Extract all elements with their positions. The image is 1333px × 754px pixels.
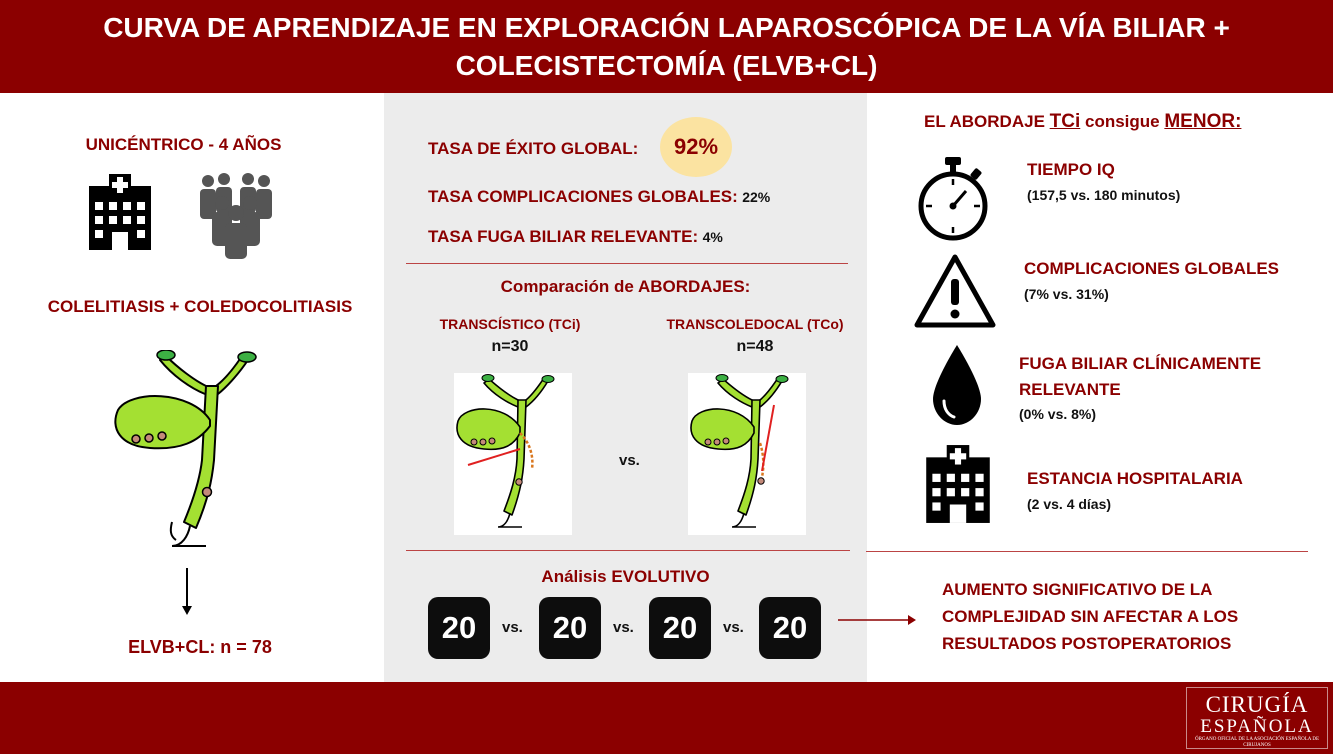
tco-approach-diagram xyxy=(688,373,806,535)
divider xyxy=(866,551,1308,552)
complications-rate-value: 22% xyxy=(742,189,771,205)
group-count-badge: 20 xyxy=(759,597,821,659)
divider xyxy=(406,263,848,264)
group-people-icon xyxy=(200,173,272,259)
group-count-badge: 20 xyxy=(428,597,490,659)
right-heading: EL ABORDAJE TCi consigue MENOR: xyxy=(924,111,1241,133)
heading-tci: TCi xyxy=(1049,111,1081,132)
hospital-icon xyxy=(89,174,151,250)
heading-menor: MENOR: xyxy=(1164,111,1242,132)
condition-label: COLELITIASIS + COLEDOCOLITIASIS xyxy=(47,297,353,316)
biliary-tree-illustration xyxy=(114,350,257,547)
item-complications-detail: (7% vs. 31%) xyxy=(1024,286,1109,302)
approach-tco-name: TRANSCOLEDOCAL (TCo) xyxy=(666,316,844,332)
item-leak-title: FUGA BILIAR CLÍNICAMENTE RELEVANTE xyxy=(1019,354,1262,399)
approach-tci-n: n=30 xyxy=(491,338,529,355)
journal-logo: CIRUGÍA ESPAÑOLA ÓRGANO OFICIAL DE LA AS… xyxy=(1186,687,1328,749)
success-rate-value: 92% xyxy=(660,117,732,177)
logo-line3: ÓRGANO OFICIAL DE LA ASOCIACIÓN ESPAÑOLA… xyxy=(1194,737,1320,748)
heading-prefix: EL ABORDAJE xyxy=(924,112,1045,131)
approach-tci-name: TRANSCÍSTICO (TCi) xyxy=(439,316,581,332)
complications-rate: TASA COMPLICACIONES GLOBALES: 22% xyxy=(428,187,770,207)
footer-banner xyxy=(0,682,1333,754)
item-stay-detail: (2 vs. 4 días) xyxy=(1027,496,1112,512)
heading-mid: consigue xyxy=(1085,112,1160,131)
logo-line1: CIRUGÍA xyxy=(1205,692,1309,717)
success-rate-label: TASA DE ÉXITO GLOBAL: xyxy=(428,139,639,158)
vs-label: vs. xyxy=(619,452,640,469)
bile-leak-rate: TASA FUGA BILIAR RELEVANTE: 4% xyxy=(428,227,723,247)
tci-approach-diagram xyxy=(454,373,572,535)
item-time-detail: (157,5 vs. 180 minutos) xyxy=(1027,187,1181,203)
group-count-badge: 20 xyxy=(649,597,711,659)
bile-leak-rate-label: TASA FUGA BILIAR RELEVANTE: xyxy=(428,227,699,246)
evolution-title: Análisis EVOLUTIVO xyxy=(541,567,710,586)
item-time-title: TIEMPO IQ xyxy=(1027,160,1115,179)
group-count-badge: 20 xyxy=(539,597,601,659)
conclusion-text: AUMENTO SIGNIFICATIVO DE LA COMPLEJIDAD … xyxy=(942,580,1239,653)
divider xyxy=(406,550,850,551)
sample-size: ELVB+CL: n = 78 xyxy=(128,637,272,657)
item-complications-title: COMPLICACIONES GLOBALES xyxy=(1024,259,1280,278)
hospital-icon xyxy=(926,445,990,523)
complications-rate-label: TASA COMPLICACIONES GLOBALES: xyxy=(428,187,738,206)
comparison-title: Comparación de ABORDAJES: xyxy=(500,277,751,296)
logo-line2: ESPAÑOLA xyxy=(1200,716,1314,737)
stopwatch-icon xyxy=(918,157,988,241)
bile-leak-rate-value: 4% xyxy=(702,229,723,245)
drop-icon xyxy=(933,345,981,425)
vs-label: vs. xyxy=(723,619,744,636)
vs-label: vs. xyxy=(613,619,634,636)
header-banner: CURVA DE APRENDIZAJE EN EXPLORACIÓN LAPA… xyxy=(0,0,1333,93)
item-stay-title: ESTANCIA HOSPITALARIA xyxy=(1027,469,1243,488)
warning-icon xyxy=(914,254,996,328)
down-arrow-icon xyxy=(182,568,192,615)
page-title: CURVA DE APRENDIZAJE EN EXPLORACIÓN LAPA… xyxy=(103,11,1230,81)
item-leak-detail: (0% vs. 8%) xyxy=(1019,406,1097,422)
study-design: UNICÉNTRICO - 4 AÑOS xyxy=(85,135,282,154)
vs-label: vs. xyxy=(502,619,523,636)
right-arrow-icon xyxy=(838,615,916,625)
approach-tco-n: n=48 xyxy=(736,338,774,355)
